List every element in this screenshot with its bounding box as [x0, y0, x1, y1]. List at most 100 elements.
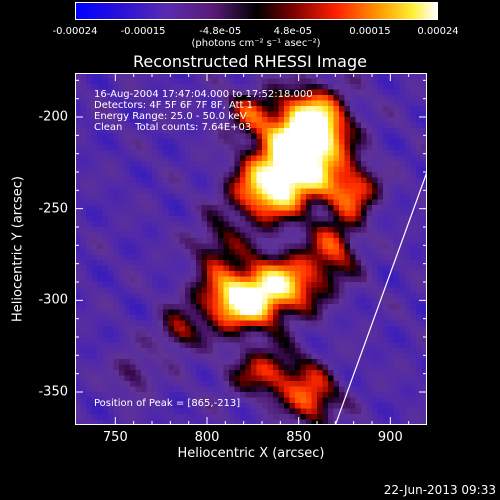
- heatmap-cell: [174, 205, 180, 211]
- heatmap-cell: [185, 353, 191, 360]
- heatmap-cell: [91, 216, 98, 222]
- heatmap-cell: [289, 78, 296, 85]
- heatmap-cell: [284, 364, 290, 371]
- heatmap-cell: [234, 172, 241, 178]
- heatmap-cell: [278, 128, 285, 134]
- heatmap-cell: [284, 84, 290, 90]
- heatmap-cell: [377, 89, 384, 96]
- heatmap-cell: [119, 128, 125, 134]
- heatmap-cell: [80, 172, 87, 178]
- heatmap-cell: [97, 194, 103, 200]
- heatmap-cell: [394, 128, 400, 134]
- heatmap-cell: [75, 397, 81, 404]
- heatmap-cell: [289, 397, 296, 404]
- heatmap-cell: [306, 150, 312, 156]
- heatmap-cell: [333, 276, 340, 283]
- heatmap-cell: [146, 194, 153, 200]
- heatmap-cell: [152, 414, 158, 420]
- heatmap-cell: [234, 381, 241, 387]
- heatmap-cell: [185, 144, 191, 151]
- heatmap-cell: [190, 161, 197, 167]
- heatmap-cell: [229, 331, 235, 338]
- heatmap-cell: [196, 249, 202, 255]
- heatmap-cell: [102, 89, 109, 96]
- heatmap-cell: [273, 375, 279, 382]
- heatmap-cell: [157, 117, 164, 123]
- heatmap-cell: [399, 172, 406, 178]
- heatmap-cell: [174, 221, 180, 228]
- heatmap-cell: [262, 205, 268, 211]
- heatmap-cell: [141, 249, 147, 255]
- heatmap-cell: [179, 326, 186, 332]
- heatmap-cell: [168, 111, 175, 118]
- heatmap-cell: [344, 265, 351, 272]
- heatmap-cell: [344, 238, 351, 244]
- heatmap-cell: [163, 364, 169, 371]
- heatmap-cell: [207, 353, 213, 360]
- heatmap-cell: [333, 117, 340, 123]
- heatmap-cell: [344, 139, 351, 145]
- heatmap-cell: [113, 408, 120, 415]
- heatmap-cell: [163, 408, 169, 415]
- heatmap-cell: [289, 188, 296, 195]
- heatmap-cell: [179, 348, 186, 354]
- heatmap-cell: [152, 287, 158, 294]
- heatmap-cell: [339, 337, 345, 343]
- heatmap-cell: [152, 78, 158, 85]
- heatmap-cell: [311, 238, 318, 244]
- heatmap-cell: [394, 188, 400, 195]
- heatmap-cell: [322, 227, 329, 233]
- heatmap-cell: [273, 249, 279, 255]
- heatmap-cell: [229, 188, 235, 195]
- heatmap-cell: [240, 282, 246, 288]
- heatmap-cell: [196, 100, 202, 107]
- heatmap-cell: [350, 386, 356, 393]
- heatmap-cell: [168, 117, 175, 123]
- heatmap-cell: [152, 194, 158, 200]
- heatmap-cell: [240, 221, 246, 228]
- x-tick-label: 900: [377, 430, 403, 445]
- heatmap-cell: [146, 293, 153, 299]
- heatmap-cell: [86, 364, 92, 371]
- heatmap-cell: [284, 183, 290, 189]
- heatmap-cell: [278, 298, 285, 305]
- heatmap-cell: [377, 254, 384, 261]
- heatmap-cell: [405, 155, 411, 162]
- heatmap-cell: [311, 348, 318, 354]
- heatmap-cell: [322, 166, 329, 173]
- heatmap-cell: [273, 111, 279, 118]
- heatmap-cell: [196, 227, 202, 233]
- heatmap-cell: [212, 293, 219, 299]
- heatmap-cell: [421, 243, 427, 250]
- heatmap-cell: [262, 375, 268, 382]
- heatmap-cell: [328, 375, 334, 382]
- heatmap-cell: [256, 133, 263, 140]
- heatmap-cell: [278, 106, 285, 112]
- heatmap-cell: [201, 155, 208, 162]
- heatmap-cell: [75, 144, 81, 151]
- heatmap-cell: [361, 144, 367, 151]
- heatmap-cell: [344, 403, 351, 409]
- heatmap-cell: [317, 353, 323, 360]
- heatmap-cell: [146, 166, 153, 173]
- heatmap-cell: [174, 183, 180, 189]
- heatmap-cell: [333, 260, 340, 266]
- heatmap-cell: [388, 84, 395, 90]
- heatmap-cell: [229, 194, 235, 200]
- heatmap-cell: [361, 128, 367, 134]
- heatmap-cell: [278, 199, 285, 206]
- y-tick-label: -300: [38, 292, 68, 308]
- heatmap-cell: [168, 304, 175, 310]
- heatmap-cell: [399, 227, 406, 233]
- heatmap-cell: [355, 309, 362, 316]
- heatmap-cell: [388, 128, 395, 134]
- heatmap-cell: [366, 370, 373, 376]
- heatmap-cell: [157, 309, 164, 316]
- heatmap-cell: [174, 287, 180, 294]
- heatmap-cell: [355, 370, 362, 376]
- heatmap-cell: [185, 320, 191, 327]
- heatmap-cell: [322, 298, 329, 305]
- heatmap-cell: [113, 419, 120, 425]
- heatmap-cell: [245, 370, 252, 376]
- heatmap-cell: [196, 397, 202, 404]
